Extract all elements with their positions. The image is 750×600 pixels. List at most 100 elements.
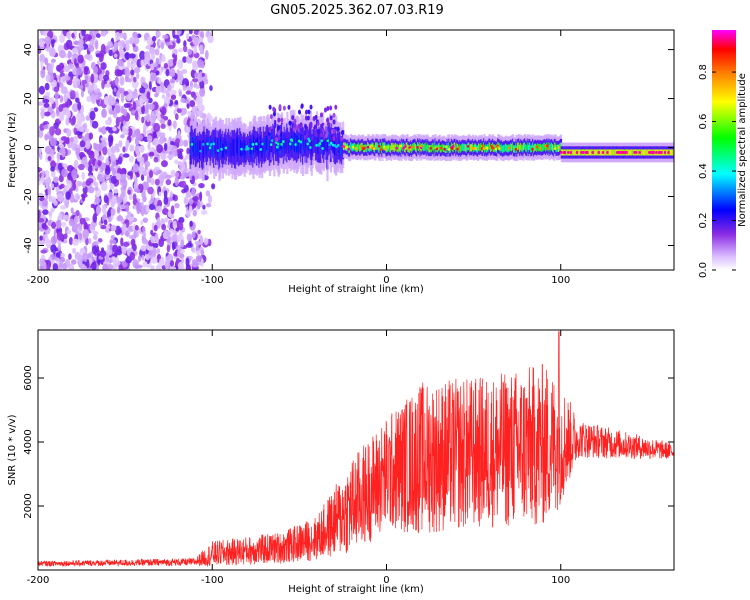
heatmap-cell [141, 104, 145, 115]
heatmap-cell [145, 102, 150, 111]
heatmap-cell [341, 144, 345, 148]
heatmap-cell [566, 151, 571, 154]
snr-frame [37, 329, 675, 571]
heatmap-cell [416, 145, 420, 149]
heatmap-cell [113, 188, 119, 194]
heatmap-cell [123, 108, 128, 117]
heatmap-cell [174, 202, 180, 209]
heatmap-cell [203, 237, 209, 246]
heatmap-cell [72, 66, 78, 76]
heatmap-cell [184, 154, 189, 160]
heatmap-cell [169, 140, 175, 146]
heatmap-cell [498, 147, 502, 151]
heatmap-cell [73, 58, 77, 67]
heatmap-cell [43, 102, 50, 108]
heatmap-cell [59, 95, 64, 103]
heatmap-cell [141, 181, 149, 191]
heatmap-cell [101, 30, 107, 37]
heatmap-cell [112, 244, 119, 254]
heatmap-cell [298, 109, 302, 115]
heatmap-cell [197, 229, 201, 235]
heatmap-cell [55, 219, 62, 230]
heatmap-cell [134, 66, 141, 74]
heatmap-cell [40, 60, 44, 70]
heatmap-cell [196, 58, 204, 68]
heatmap-cell [51, 221, 57, 229]
heatmap-cell [340, 130, 344, 136]
heatmap-cell [553, 147, 558, 151]
heatmap-cell [282, 105, 286, 111]
heatmap-cell [76, 80, 80, 87]
heatmap-cell [53, 200, 58, 206]
heatmap-cell [185, 90, 192, 95]
colorbar-gradient [712, 30, 736, 270]
heatmap-cell [151, 256, 158, 264]
snr-xtick-label: 100 [551, 575, 570, 586]
heatmap-cell [153, 122, 161, 133]
heatmap-cell [116, 90, 121, 99]
heatmap-cell [63, 233, 68, 240]
heatmap-cell [79, 38, 84, 47]
heatmap-cell [145, 254, 150, 261]
heatmap-cell [186, 103, 190, 109]
heatmap-cell [62, 214, 70, 221]
colorbar-tick-label: 0.2 [698, 213, 709, 229]
colorbar: 0.0 0.2 0.4 0.6 0.8 Normalized spectral ampl… [698, 30, 748, 278]
heatmap-cell [146, 91, 151, 100]
heatmap-cell [73, 159, 79, 170]
heatmap-cell [79, 140, 86, 148]
heatmap-cell [156, 248, 161, 255]
heatmap-cell [272, 106, 276, 112]
heatmap-cell [99, 176, 105, 182]
heatmap-cell [159, 180, 164, 186]
heatmap-cell [140, 173, 145, 182]
heatmap-cell [128, 155, 134, 163]
heatmap-cell [70, 259, 77, 265]
heatmap-cell [161, 54, 166, 63]
heatmap-cell [130, 69, 135, 76]
heatmap-cell [156, 30, 161, 38]
heatmap-cell [201, 142, 206, 146]
heatmap-cell [135, 230, 139, 238]
heatmap-cell [220, 147, 224, 151]
snr-xtick-label: -100 [201, 575, 224, 586]
heatmap-cell [61, 168, 69, 178]
heatmap-cell [179, 139, 184, 147]
heatmap-cell [38, 38, 45, 47]
heatmap-cell [86, 178, 94, 184]
heatmap-cell [180, 97, 186, 103]
heatmap-cell [277, 125, 281, 131]
heatmap-cell [185, 211, 191, 218]
heatmap-cell [48, 195, 53, 202]
heatmap-cell [158, 238, 165, 247]
heatmap-cell [117, 245, 122, 253]
heatmap-cell [170, 205, 175, 215]
heatmap-cell [153, 63, 157, 68]
heatmap-cell [207, 34, 214, 44]
heatmap-cell [205, 190, 211, 197]
colorbar-tick-label: 0.6 [698, 114, 709, 130]
heatmap-cell [156, 144, 164, 154]
heatmap-cell [132, 43, 136, 48]
heatmap-cell [109, 136, 114, 143]
heatmap-cell [168, 145, 173, 150]
heatmap-cell [268, 104, 272, 110]
heatmap-cell [64, 198, 70, 209]
heatmap-cell [75, 97, 80, 103]
heatmap-cell [118, 229, 122, 234]
heatmap-cell [71, 32, 75, 39]
heatmap-cell [94, 186, 99, 192]
heatmap-cell [420, 144, 424, 148]
heatmap-cell [39, 258, 46, 267]
heatmap-cell [569, 151, 573, 154]
heatmap-cell [326, 105, 330, 111]
heatmap-cell [514, 147, 518, 151]
heatmap-cell [169, 191, 174, 198]
heatmap-cell [38, 239, 46, 246]
heatmap-cell [110, 154, 116, 163]
heatmap-cell [100, 126, 107, 135]
heatmap-cell [179, 162, 186, 173]
heatmap-cell [384, 147, 388, 151]
heatmap-cell [288, 120, 292, 126]
heatmap-cell [110, 200, 115, 208]
